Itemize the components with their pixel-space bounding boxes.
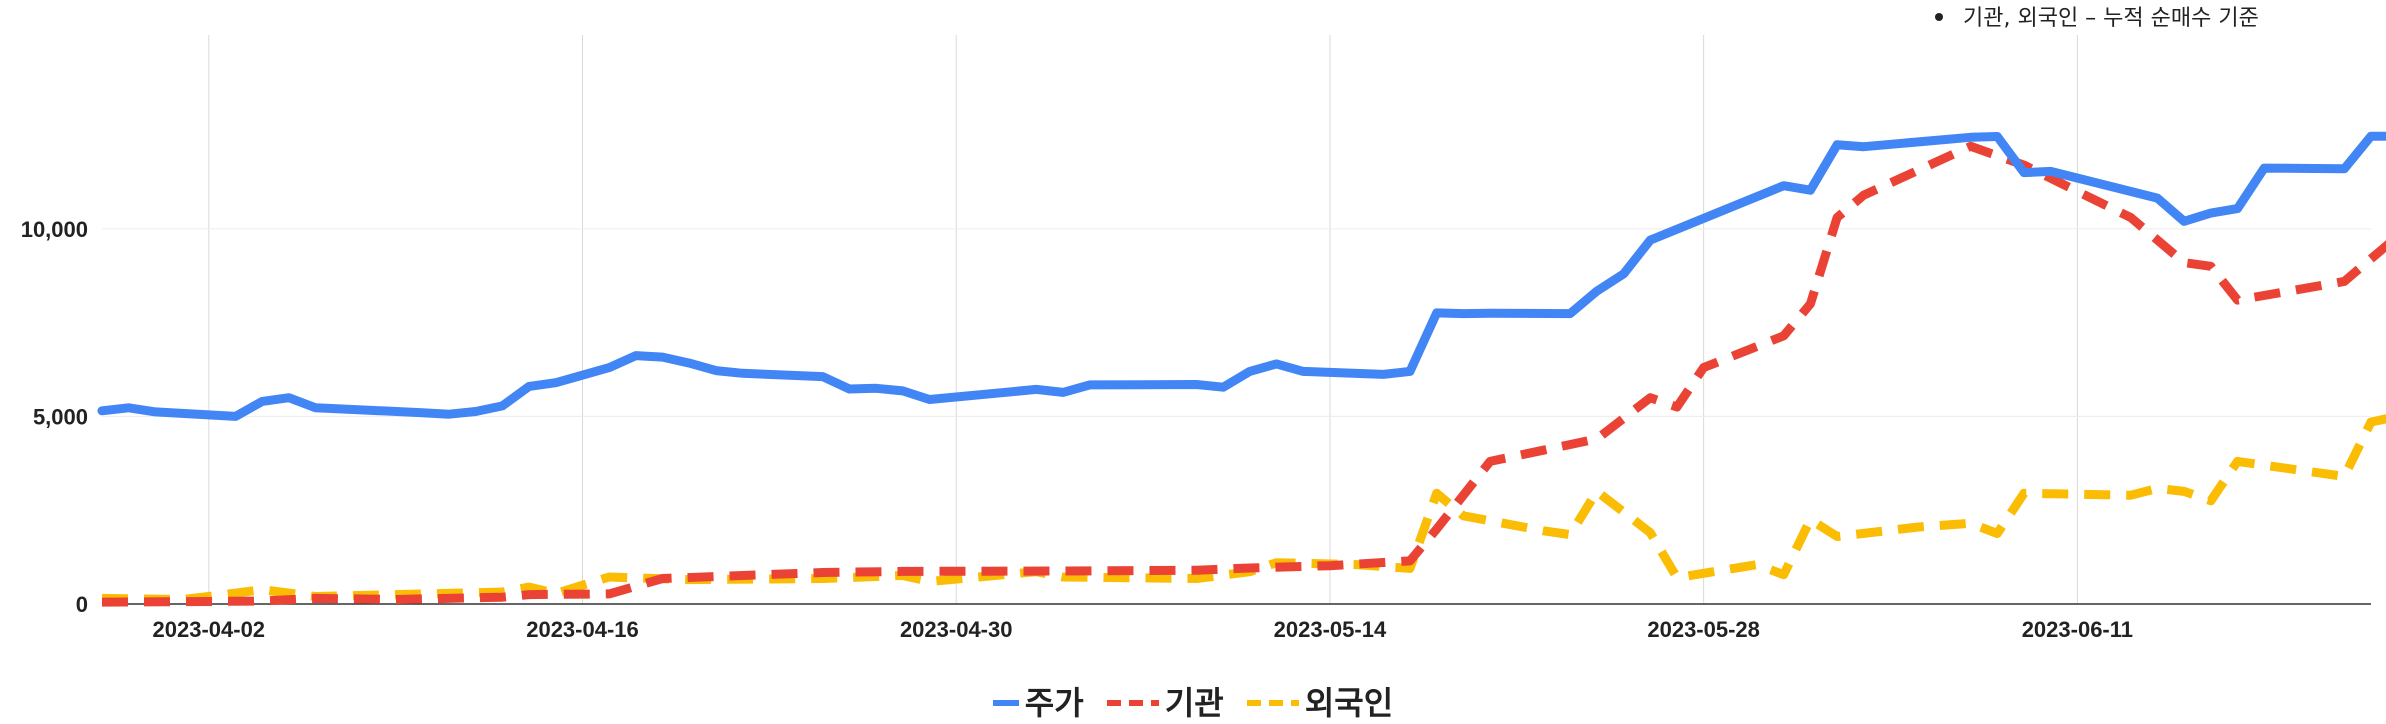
- x-axis-ticks: 2023-04-02 2023-04-16 2023-04-30 2023-05-14…: [153, 617, 2134, 642]
- series-line-inst: [101, 141, 2386, 607]
- y-tick-label: 0: [76, 592, 88, 617]
- x-tick-label: 2023-05-14: [1274, 617, 1387, 642]
- legend-label-inst: 기관: [1164, 684, 1224, 722]
- gridlines: [102, 35, 2371, 605]
- legend-swatch-foreign: [1246, 700, 1299, 706]
- bullet-icon: [1935, 13, 1943, 21]
- legend-swatch-price: [992, 700, 1019, 706]
- series-lines: [97, 131, 2386, 607]
- x-tick-label: 2023-04-30: [900, 617, 1013, 642]
- x-tick-label: 2023-05-28: [1647, 617, 1760, 642]
- x-tick-label: 2023-04-02: [153, 617, 266, 642]
- legend-item-inst[interactable]: 기관: [1106, 678, 1224, 724]
- x-tick-label: 2023-04-16: [526, 617, 639, 642]
- y-tick-label: 10,000: [21, 217, 88, 242]
- legend-label-price: 주가: [1024, 684, 1084, 722]
- x-tick-label: 2023-06-11: [2022, 617, 2133, 642]
- legend-label-foreign: 외국인: [1304, 684, 1394, 722]
- series-line-price: [97, 131, 2386, 421]
- legend-item-foreign[interactable]: 외국인: [1246, 678, 1394, 724]
- y-axis-ticks: 0 5,000 10,000: [21, 217, 88, 617]
- y-tick-label: 5,000: [33, 404, 88, 429]
- series-line-foreign: [101, 414, 2386, 604]
- legend-swatch-inst: [1106, 700, 1159, 706]
- note-text: 기관, 외국인 – 누적 순매수 기준: [1963, 6, 2259, 31]
- legend-item-price[interactable]: 주가: [992, 678, 1084, 724]
- chart-note: 기관, 외국인 – 누적 순매수 기준: [1935, 0, 2259, 32]
- legend: 주가 기관 외국인: [0, 678, 2386, 724]
